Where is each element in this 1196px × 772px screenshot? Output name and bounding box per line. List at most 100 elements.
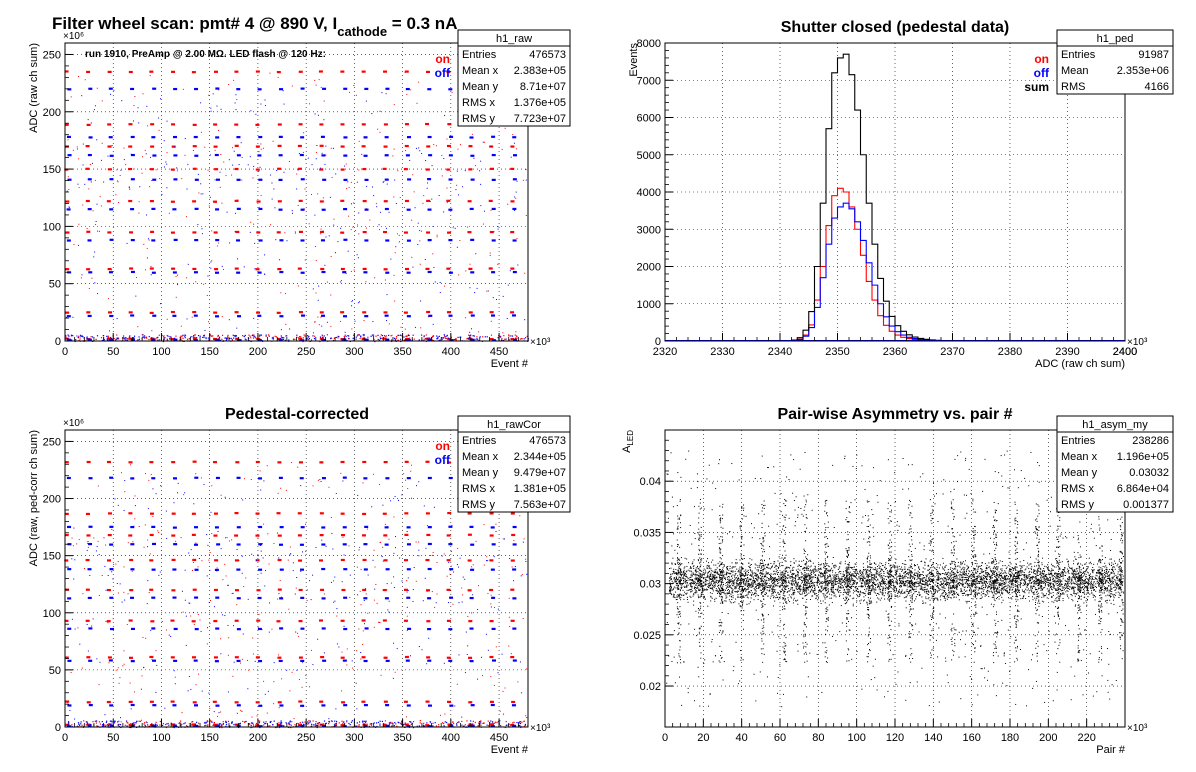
raw-dot-on-27: [419, 240, 421, 242]
cor-cluster-on-7-222: [277, 701, 282, 704]
cor-floor-off-53: [113, 722, 116, 724]
cor-cluster-on-6-464: [510, 655, 515, 659]
raw-dot-off-22: [525, 179, 527, 181]
cor-dot-off-6: [388, 611, 390, 613]
cor-dot-off-203: [241, 572, 243, 574]
raw-dot-off-331: [509, 270, 511, 272]
raw-cluster-off-0-112: [173, 87, 178, 91]
cor-dot-on-228: [394, 671, 396, 673]
raw-floor-on-116: [254, 337, 257, 339]
asym-point-129: [1087, 568, 1089, 570]
raw-dot-on-328: [115, 194, 117, 196]
asym-point-1024: [715, 588, 717, 590]
asym-point-658: [701, 576, 703, 578]
cor-floor-off-259: [351, 720, 353, 722]
raw-floor-on-200: [107, 335, 109, 337]
asym-point-211: [1006, 577, 1008, 579]
cor-floor-on-198: [474, 721, 476, 724]
cor-floor-off-127: [194, 723, 197, 725]
cor-dot-on-287: [145, 637, 147, 639]
asym-point-295: [723, 591, 725, 593]
raw-cluster-off-1-134: [193, 135, 198, 139]
raw-floor-off-107: [215, 339, 217, 342]
cor-cluster-on-4-288: [341, 588, 346, 592]
cor-floor-off-32: [272, 724, 274, 726]
cor-cluster-on-2-200: [255, 534, 260, 537]
cor-dot-on-321: [359, 590, 361, 592]
raw-cluster-off-3-288: [343, 178, 348, 181]
cor-cluster-on-4-222: [277, 588, 282, 591]
raw-floor-on-122: [265, 335, 267, 337]
raw-dot-off-159: [176, 167, 178, 169]
raw-dot-on-57: [446, 187, 448, 189]
raw-cluster-off-2-134: [194, 154, 199, 157]
raw-floor-off-83: [202, 336, 204, 339]
raw-floor-off-217: [514, 337, 517, 339]
asym-point-112: [874, 578, 876, 580]
raw-dot-on-316: [315, 246, 317, 248]
asym-point-62: [902, 563, 904, 565]
ped-y-tick-label-1: 1000: [637, 299, 661, 311]
cor-floor-off-57: [371, 723, 373, 725]
cor-floor-on-162: [404, 722, 406, 724]
cor-cluster-off-6-354: [405, 659, 410, 662]
asym-point-648: [936, 598, 938, 600]
cor-cluster-on-4-266: [320, 588, 325, 591]
cor-floor-on-216: [180, 720, 182, 722]
raw-cluster-on-2-354: [404, 144, 409, 148]
raw-floor-on-176: [121, 337, 124, 339]
raw-floor-on-190: [254, 336, 256, 338]
cor-cluster-off-5-178: [236, 628, 241, 631]
asym-point-277: [970, 585, 972, 587]
asym-point-58: [940, 599, 942, 601]
asym-point-845: [737, 579, 739, 581]
asym-point-563: [731, 596, 733, 598]
raw-dot-on-242: [142, 93, 144, 95]
asym-point-949: [927, 590, 929, 592]
raw-dot-on-287: [413, 191, 415, 193]
cor-dot-on-340: [115, 669, 117, 671]
raw-dot-off-245: [480, 205, 482, 207]
cor-floor-off-100: [104, 725, 106, 727]
asym-point-1054: [988, 573, 990, 575]
cor-y-tick-label-5: 250: [43, 436, 61, 448]
raw-floor-off-190: [86, 337, 88, 340]
asym-point-763: [1021, 578, 1023, 580]
cor-dot-on-352: [266, 712, 268, 714]
raw-floor-on-259: [272, 336, 274, 338]
raw-cluster-on-3-398: [446, 168, 451, 171]
raw-floor-on-4: [425, 334, 427, 336]
raw-dot-off-169: [516, 180, 518, 182]
cor-cluster-on-6-46: [107, 656, 112, 659]
raw-cluster-off-3-156: [215, 178, 220, 181]
raw-dot-on-302: [497, 263, 499, 265]
ped-legend-sum: sum: [1024, 80, 1049, 94]
cor-floor-off-196: [310, 725, 313, 727]
raw-floor-off-237: [500, 336, 502, 338]
raw-floor-on-11: [405, 335, 407, 337]
raw-dot-on-72: [84, 79, 86, 81]
cor-dot-off-225: [150, 629, 152, 631]
asym-point-516: [800, 565, 802, 567]
raw-dot-on-351: [358, 233, 360, 235]
raw-cluster-off-6-354: [406, 271, 411, 274]
asym-point-561: [760, 562, 762, 564]
raw-cluster-off-4-442: [491, 207, 496, 211]
cor-floor-off-186: [80, 723, 82, 725]
cor-floor-on-212: [126, 721, 128, 724]
ped-y-tick-label-2: 2000: [637, 262, 661, 274]
cor-dot-off-338: [99, 661, 101, 663]
raw-dot-off-117: [166, 120, 168, 122]
cor-dot-off-218: [487, 649, 489, 651]
raw-floor-on-143: [383, 334, 386, 337]
asym-point-665: [1050, 586, 1052, 588]
cor-cluster-on-3-178: [234, 559, 239, 562]
cor-floor-on-91: [335, 724, 337, 726]
raw-dot-off-143: [420, 300, 422, 302]
cor-floor-on-197: [384, 725, 386, 727]
asym-point-1060: [1030, 587, 1032, 589]
raw-dot-off-138: [228, 319, 230, 321]
asym-point-1157: [1006, 575, 1008, 577]
raw-stats-value-4: 7.723e+07: [514, 113, 566, 125]
cor-dot-off-17: [203, 484, 205, 486]
